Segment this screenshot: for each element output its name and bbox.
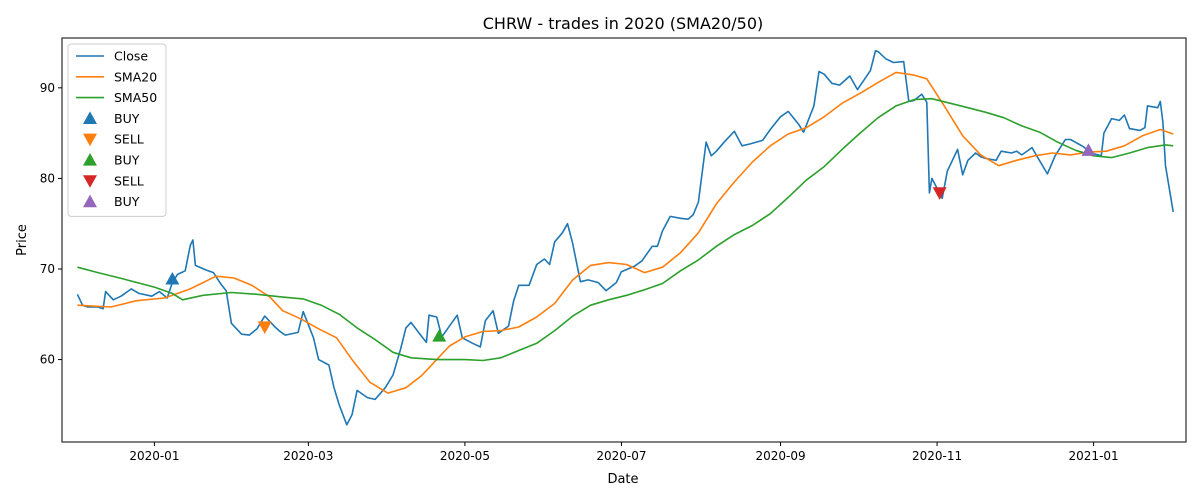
marker-buy-5 [1081,143,1096,156]
plot-frame [61,37,1187,443]
legend-box [67,43,167,217]
legend: Close SMA20 SMA50 BUY SELL BUY SELL BUY [67,43,167,217]
y-tick-label: 90 [40,81,55,95]
x-tick-label: 2021-01 [1069,449,1119,463]
x-axis: 2020-01 2020-03 2020-05 2020-07 2020-09 2020-… [129,442,1119,463]
series-line-close [76,49,1174,426]
x-tick-label: 2020-05 [440,449,490,463]
legend-swatch-buy [83,111,97,124]
series-line-sma50 [77,97,1174,362]
legend-label: SELL [114,132,144,147]
legend-swatch-buy [83,194,97,208]
marker-sell-4 [932,187,947,200]
legend-label: Close [114,49,148,64]
series-line-sma20 [77,71,1174,394]
legend-label: SMA50 [114,90,157,105]
trade-markers [165,143,1096,342]
series-lines [76,49,1174,426]
marker-buy-1 [165,271,180,285]
y-tick-label: 70 [40,262,55,276]
y-axis-label: Price [15,224,30,256]
legend-label: BUY [114,194,140,209]
y-tick-label: 60 [40,353,55,367]
legend-swatch-sell [83,133,97,147]
x-tick-label: 2020-01 [129,449,179,463]
legend-label: SMA20 [114,69,157,84]
legend-swatch-sell [83,175,97,188]
x-tick-label: 2020-03 [283,449,333,463]
marker-buy-3 [432,329,447,342]
chart-title: CHRW - trades in 2020 (SMA20/50) [483,14,764,33]
legend-swatch-buy [83,153,97,166]
plot-area [61,37,1187,443]
y-axis: 60 70 80 90 [40,81,62,367]
x-axis-label: Date [607,472,638,487]
legend-label: BUY [114,153,140,168]
legend-label: SELL [114,173,144,188]
y-tick-label: 80 [40,171,55,185]
x-tick-label: 2020-07 [596,449,646,463]
legend-label: BUY [114,111,140,126]
x-tick-label: 2020-11 [912,449,962,463]
marker-sell-2 [257,321,272,334]
x-tick-label: 2020-09 [755,449,805,463]
